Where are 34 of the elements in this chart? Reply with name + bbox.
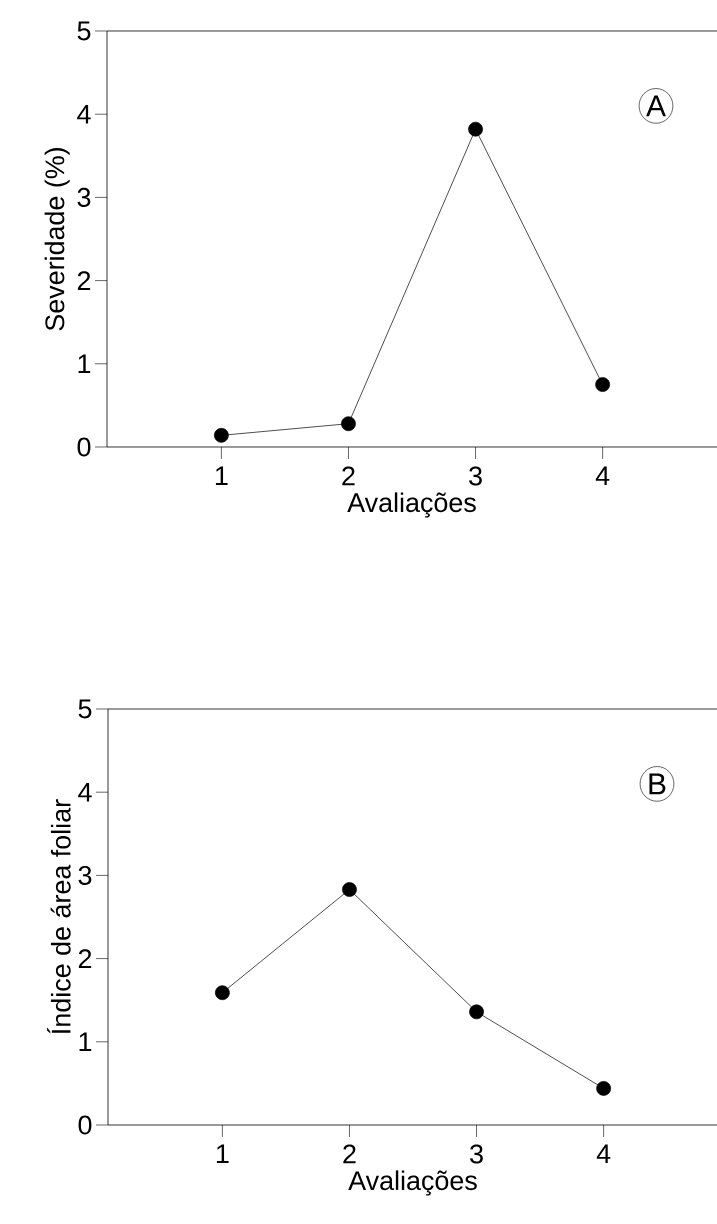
y-tick-label: 3 [77,187,91,207]
y-tick-label: 2 [77,271,91,290]
y-tick-label: 4 [77,104,91,124]
y-tick-label: 1 [79,1032,92,1052]
point [595,377,610,392]
x-tick-label: 3 [469,466,482,486]
x-tick-label: 1 [216,1144,229,1164]
x-tick-label: 4 [596,1144,611,1164]
y-tick-label: 5 [77,21,91,41]
y-axis-title: Índice de área foliar [47,799,71,1034]
point [469,1004,484,1020]
y-tick-label: 5 [78,699,92,719]
y-tick-label: 0 [78,1115,92,1135]
x-tick-label: 2 [343,1144,356,1164]
annotation: A [646,95,666,117]
y-tick-label: 4 [78,782,92,802]
point [341,416,356,432]
y-axis-title: Severidade (%) [44,148,70,331]
annotation: B [649,773,666,795]
x-tick-label: 1 [215,466,228,486]
point [596,1081,611,1096]
x-tick-label: 2 [342,466,355,486]
x-tick-label: 3 [470,1144,483,1164]
y-tick-label: 1 [78,354,91,374]
x-axis-title: Avaliações [347,492,476,518]
y-tick-label: 3 [78,865,92,885]
point [214,427,229,443]
point [342,882,357,897]
x-tick-label: 4 [595,466,610,486]
point [215,985,230,1001]
point [468,121,483,137]
y-tick-label: 2 [78,949,92,968]
y-tick-label: 0 [77,437,91,457]
x-axis-title: Avaliações [348,1170,477,1196]
